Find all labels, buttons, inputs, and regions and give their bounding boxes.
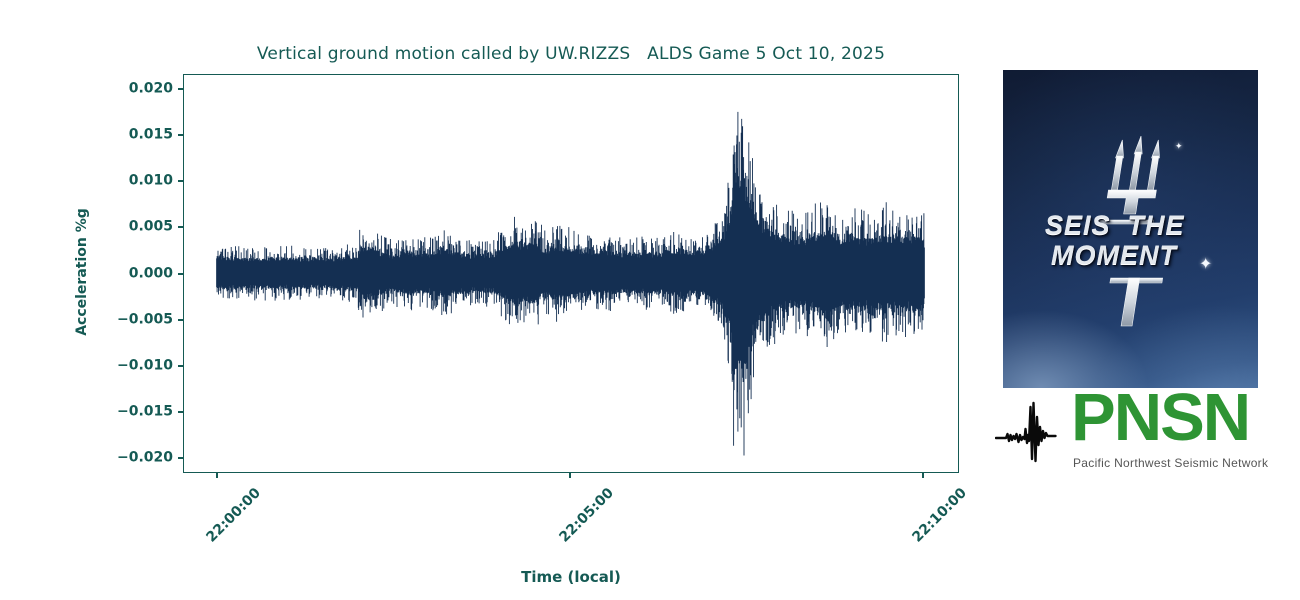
y-tick-label: −0.010 (116, 357, 173, 374)
x-tick-label: 22:10:00 (909, 485, 970, 546)
y-tick-label: 0.000 (128, 264, 173, 281)
trident-head-icon (1096, 136, 1160, 225)
plot-area (183, 74, 959, 473)
x-tick-mark (216, 473, 219, 478)
y-tick-label: 0.020 (128, 80, 173, 97)
y-tick-mark (178, 364, 183, 367)
y-axis-label: Acceleration %g (74, 208, 90, 336)
poster-line1: SEIS THE (1045, 210, 1185, 240)
seis-the-moment-poster: SEIS THE MOMENT ✦ ✦ (1003, 70, 1258, 388)
y-tick-mark (178, 133, 183, 136)
sparkle-icon: ✦ (1199, 254, 1213, 273)
waveform-trace (216, 111, 925, 456)
y-tick-mark (178, 226, 183, 229)
y-tick-mark (178, 272, 183, 275)
y-tick-mark (178, 318, 183, 321)
y-tick-label: −0.015 (116, 403, 173, 420)
y-tick-mark (178, 87, 183, 90)
pnsn-acronym: PNSN (1071, 380, 1251, 455)
poster-line2: MOMENT (1051, 240, 1177, 270)
y-tick-label: −0.020 (116, 449, 173, 466)
y-tick-label: −0.005 (116, 311, 173, 328)
trident-shaft-icon (1109, 277, 1164, 327)
x-tick-mark (568, 473, 571, 478)
y-tick-label: 0.010 (128, 172, 173, 189)
y-tick-label: 0.005 (128, 218, 173, 235)
sparkle-small-icon: ✦ (1175, 142, 1183, 152)
y-tick-mark (178, 180, 183, 183)
pnsn-subtitle: Pacific Northwest Seismic Network (1073, 456, 1269, 470)
x-axis-label: Time (local) (521, 568, 621, 586)
seismogram-squiggle-icon (995, 401, 1057, 463)
x-tick-mark (921, 473, 924, 478)
chart-title: Vertical ground motion called by UW.RIZZ… (256, 44, 886, 64)
y-tick-mark (178, 457, 183, 460)
pnsn-logo: PNSN Pacific Northwest Seismic Network (993, 384, 1283, 482)
y-tick-label: 0.015 (128, 126, 173, 143)
x-tick-label: 22:05:00 (556, 485, 618, 546)
x-tick-label: 22:00:00 (203, 485, 265, 546)
y-tick-mark (178, 411, 183, 414)
